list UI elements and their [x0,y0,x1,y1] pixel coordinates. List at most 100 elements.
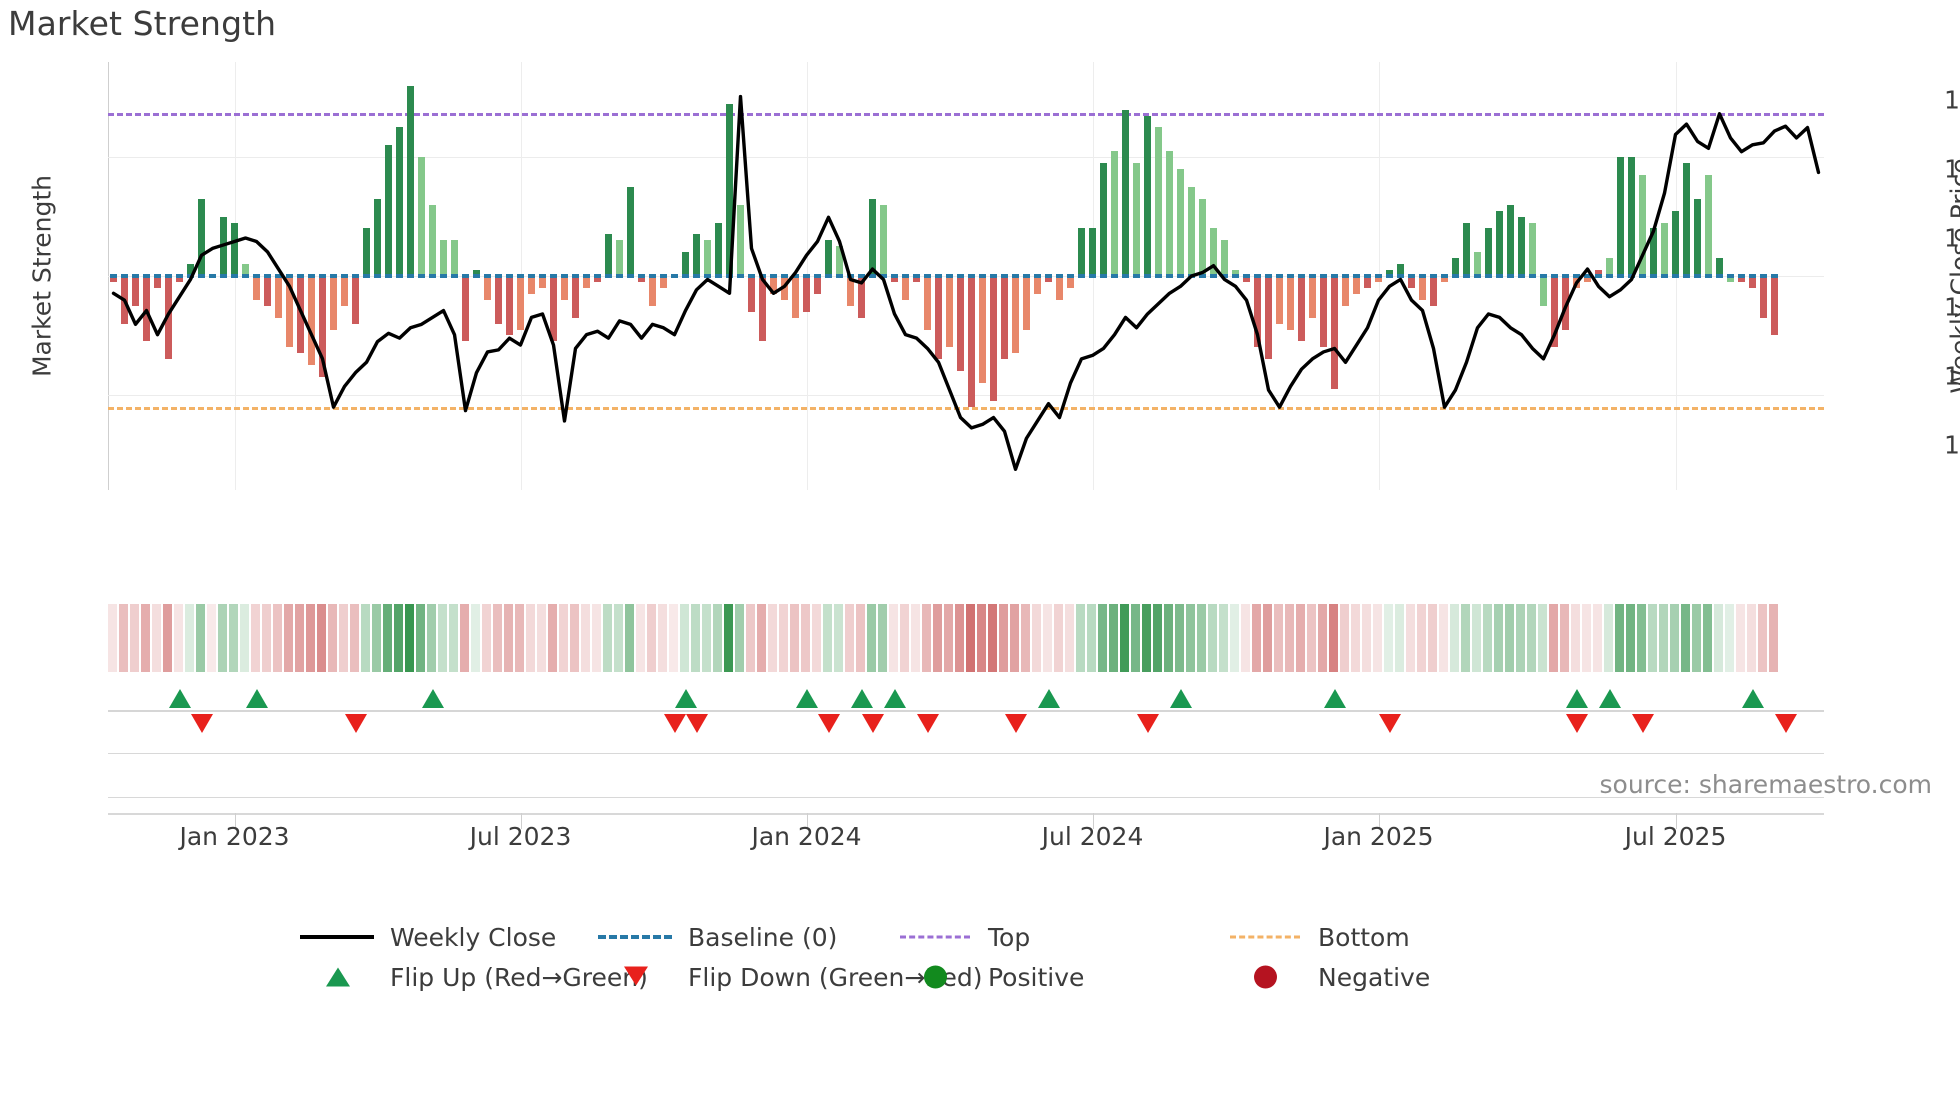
baseline-segment [1034,273,1041,278]
legend-item-positive[interactable]: Positive [898,960,1084,994]
baseline-segment [1001,273,1008,278]
heatmap-cell [1626,604,1635,672]
heatmap-cell [757,604,766,672]
baseline-segment [539,273,546,278]
baseline-segment [110,273,117,278]
heatmap-cell [1439,604,1448,672]
strength-bar [935,276,942,360]
strength-bar [1386,270,1393,276]
legend-item-top[interactable]: Top [898,920,1030,954]
page-title: Market Strength [8,4,277,43]
heatmap-cell [988,604,997,672]
legend-item-flip-up[interactable]: Flip Up (Red→Green) [300,960,648,994]
legend-item-weekly-close[interactable]: Weekly Close [300,920,556,954]
x-tick-mark [1378,813,1380,829]
baseline-segment [1397,273,1404,278]
x-tick-mark [520,813,522,829]
flip-axis-line [108,710,1824,712]
strength-bar [1661,222,1668,276]
strength-bar [143,276,150,342]
baseline-segment [1199,273,1206,278]
flip-up-marker [850,689,873,708]
x-tick-label: Jan 2025 [1323,822,1434,851]
strength-bar [1045,276,1052,282]
heatmap-cell [977,604,986,672]
baseline-segment [1496,273,1503,278]
reference-line-bottom [108,406,1824,410]
baseline-segment [561,273,568,278]
baseline-segment [715,273,722,278]
strength-bar [275,276,282,318]
baseline-segment [1419,273,1426,278]
baseline-segment [1265,273,1272,278]
baseline-segment [737,273,744,278]
y-tick-label-right: 14.00 [1944,223,1960,253]
heatmap-cell [1021,604,1030,672]
baseline-segment [1617,273,1624,278]
heatmap-cell [1472,604,1481,672]
y-tick-label-right: 12.00 [1944,361,1960,391]
strength-bar [880,204,887,276]
flip-down-marker [1631,714,1654,733]
strength-bar [176,276,183,282]
baseline-segment [1771,273,1778,278]
strength-bar [924,276,931,330]
heatmap-cell [1648,604,1657,672]
heatmap-cell [1582,604,1591,672]
baseline-segment [1056,273,1063,278]
baseline-segment [385,273,392,278]
baseline-segment [550,273,557,278]
baseline-segment [693,273,700,278]
heatmap-cell [262,604,271,672]
strength-bar [1738,276,1745,282]
heatmap-cell [438,604,447,672]
strength-bar [1375,276,1382,282]
strength-bar [1012,276,1019,354]
x-tick-label: Jul 2025 [1624,822,1727,851]
legend-item-bottom[interactable]: Bottom [1228,920,1410,954]
heatmap-cell [1153,604,1162,672]
heatmap-cell [1417,604,1426,672]
strength-bar [539,276,546,288]
strength-bar [1155,127,1162,276]
baseline-segment [330,273,337,278]
top-swatch [898,924,972,950]
heatmap-cell [471,604,480,672]
legend-item-negative[interactable]: Negative [1228,960,1430,994]
strength-bar [891,276,898,282]
strength-bar [1221,240,1228,276]
strength-bar [1397,264,1404,276]
heatmap-cell [1637,604,1646,672]
strength-bar [154,276,161,288]
strength-bar [253,276,260,300]
strength-bar [473,270,480,276]
heatmap-cell [295,604,304,672]
flip-down-marker [344,714,367,733]
flip-up-marker [421,689,444,708]
strength-bar [1628,157,1635,276]
baseline-segment [1122,273,1129,278]
legend-label: Baseline (0) [688,922,838,952]
flip-up-marker [883,689,906,708]
flip-down-marker [1565,714,1588,733]
baseline-segment [1386,273,1393,278]
strength-bar [715,222,722,276]
baseline-segment [1507,273,1514,278]
heatmap-cell [218,604,227,672]
baseline-segment [891,273,898,278]
strength-bar [990,276,997,401]
strength-bar [1276,276,1283,324]
x-tick-mark [234,813,236,829]
heatmap-cell [372,604,381,672]
heatmap-cell [1428,604,1437,672]
flip-up-marker [1169,689,1192,708]
heatmap-cell [130,604,139,672]
legend-item-baseline[interactable]: Baseline (0) [598,920,837,954]
heatmap-cell [1274,604,1283,672]
heatmap-cell [1087,604,1096,672]
strength-bar [1254,276,1261,348]
strength-bar [649,276,656,306]
heatmap-cell [460,604,469,672]
strength-bar [1265,276,1272,360]
strength-bar [385,145,392,276]
